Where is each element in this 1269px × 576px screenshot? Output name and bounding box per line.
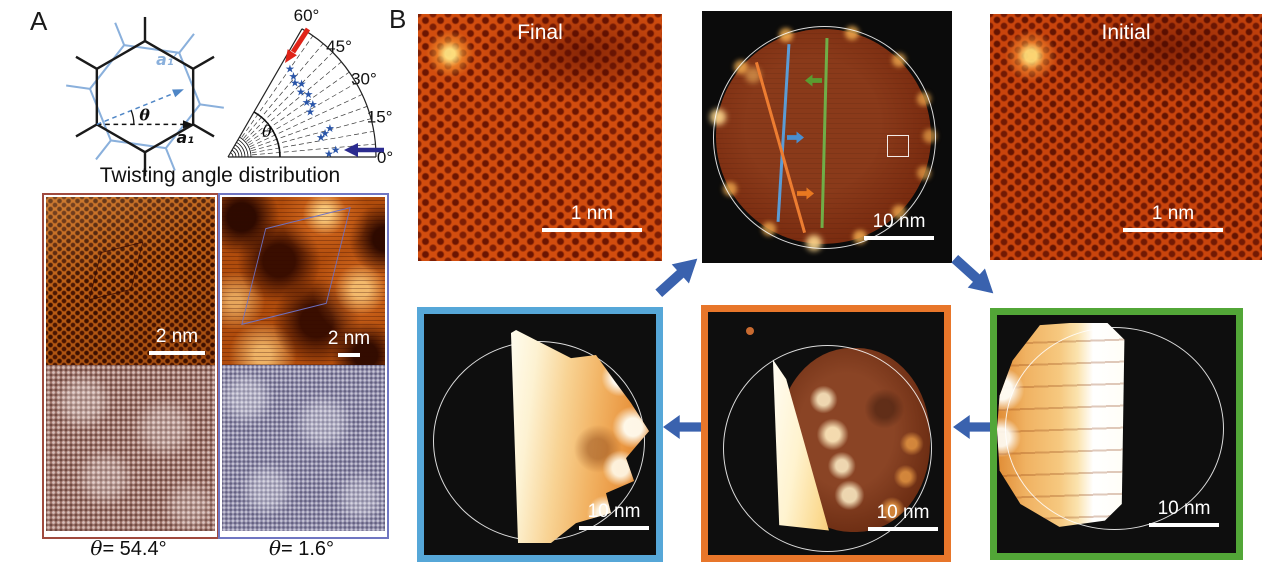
svg-text:★: ★ (285, 63, 295, 76)
a1-prime-label: a₁′ (156, 50, 179, 69)
scale-bar-label: 10 nm (1157, 498, 1211, 519)
step-image-content: 10 nm (997, 315, 1236, 553)
final-title: Final (517, 21, 563, 44)
scale-bar-line (1149, 522, 1219, 527)
scale-bar: 2 nm (146, 327, 208, 355)
scale-bar-line (1123, 227, 1223, 232)
lattice-schematic: θ a₁ a₁′ (66, 16, 224, 177)
scale-bar: 10 nm (1144, 499, 1224, 527)
scale-bar-label: 10 nm (872, 211, 926, 232)
theta-arc (130, 110, 135, 125)
twist-angle-fan-chart: 60°45°30°15°0°★★★★★★★★★★★★★★ θ (227, 6, 393, 165)
edge-cluster-spots (702, 11, 706, 15)
step-image-orange: 10 nm (701, 305, 951, 562)
island-overview-image: 10 nm (702, 11, 952, 263)
scale-bar-line (338, 352, 360, 357)
scale-bar: 10 nm (855, 212, 943, 240)
unit-cell-outline (88, 241, 144, 301)
svg-text:★: ★ (290, 77, 300, 90)
island-outline-circle (1005, 327, 1224, 530)
base-lattice (75, 16, 215, 177)
scale-bar-line (149, 350, 205, 355)
sequence-arrow-left-2 (953, 415, 991, 439)
step-image-blue: 10 nm (417, 307, 663, 562)
svg-text:30°: 30° (351, 70, 377, 89)
step-image-content: 10 nm (708, 312, 944, 555)
scale-bar-label: 10 nm (876, 502, 930, 523)
svg-text:★: ★ (320, 127, 330, 140)
sequence-arrow-left-1 (663, 415, 701, 439)
red-marker-arrow (285, 27, 311, 63)
svg-text:★: ★ (297, 77, 307, 90)
theta-value-caption: θ= 1.6° (218, 536, 385, 561)
svg-text:★: ★ (303, 88, 313, 101)
panel-a-caption: Twisting angle distribution (99, 164, 341, 187)
scale-bar: 2 nm (318, 329, 380, 357)
orange-direction-arrow (797, 187, 814, 200)
stm-final-image: Final 1 nm (418, 14, 662, 261)
panel-a-label: A (30, 6, 48, 36)
scale-bar-line (579, 525, 649, 530)
svg-text:★: ★ (302, 96, 312, 109)
step-image-green: 10 nm (990, 308, 1243, 560)
moire-simulation (46, 365, 215, 531)
scale-bar-label: 1 nm (1151, 203, 1195, 224)
blue-direction-arrow (787, 131, 804, 144)
island-outline-circle (723, 345, 932, 552)
island-outline-circle (713, 26, 936, 249)
svg-text:45°: 45° (326, 37, 352, 56)
a1-label: a₁ (176, 128, 194, 147)
green-direction-arrow (805, 74, 822, 87)
moire-unit-cell-outline (241, 207, 351, 325)
theta-arc (253, 111, 281, 158)
a1-prime-vector-arrow (96, 89, 184, 126)
scale-bar-label: 1 nm (570, 203, 614, 224)
svg-text:★: ★ (324, 147, 334, 160)
svg-text:★: ★ (316, 131, 326, 144)
moire-simulation (222, 365, 385, 531)
theta-symbol: θ (139, 106, 150, 125)
panel-b-label: B (389, 4, 407, 34)
svg-text:★: ★ (305, 105, 315, 118)
scale-bar-label: 2 nm (327, 328, 371, 349)
scale-bar: 10 nm (863, 503, 943, 531)
svg-text:60°: 60° (294, 6, 320, 25)
fan-inner-arcs (230, 136, 252, 158)
scale-bar-label: 10 nm (587, 501, 641, 522)
scale-bar-line (542, 227, 642, 232)
svg-text:★: ★ (289, 70, 299, 83)
theta-value: = 1.6° (281, 538, 335, 560)
scale-bar: 10 nm (574, 502, 654, 530)
theta-symbol: θ (268, 536, 281, 560)
fan-gridlines-stars: 60°45°30°15°0°★★★★★★★★★★★★★★ (241, 6, 393, 165)
step-image-content: 10 nm (424, 314, 656, 555)
stm-moire-image: 2 nm (222, 197, 385, 365)
zoom-region-box (887, 135, 909, 157)
scale-bar: 1 nm (1117, 204, 1229, 232)
theta-value-caption: θ= 54.4° (42, 536, 215, 561)
scale-bar-label: 2 nm (155, 326, 199, 347)
svg-text:★: ★ (331, 143, 341, 156)
debris-dot (746, 327, 754, 335)
stm-image-1p6deg: 2 nm (218, 193, 389, 539)
rotated-lattice (66, 22, 224, 171)
scale-bar-line (868, 526, 938, 531)
stm-image-54deg: 2 nm (42, 193, 219, 539)
fan-boundary (227, 28, 377, 158)
stm-lattice-image: 2 nm (46, 197, 215, 365)
scale-bar-line (864, 235, 934, 240)
svg-text:★: ★ (308, 98, 318, 111)
scale-bar: 1 nm (536, 204, 648, 232)
svg-text:★: ★ (325, 122, 335, 135)
navy-marker-arrow (344, 143, 384, 157)
theta-value: = 54.4° (102, 538, 167, 560)
svg-text:15°: 15° (367, 107, 393, 126)
theta-symbol: θ (262, 122, 272, 141)
initial-title: Initial (1101, 21, 1151, 44)
stm-initial-image: Initial 1 nm (990, 14, 1262, 260)
a1-vector-arrow (96, 120, 194, 129)
svg-text:★: ★ (296, 85, 306, 98)
theta-symbol: θ (90, 536, 103, 560)
